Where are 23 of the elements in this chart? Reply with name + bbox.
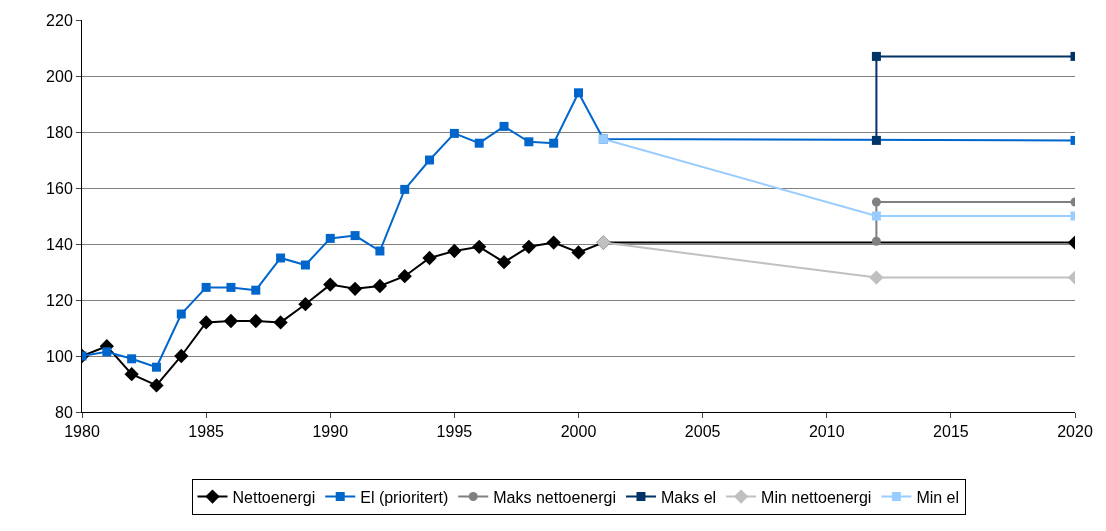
x-tick-label: 2020	[1057, 423, 1093, 441]
y-tick-label: 120	[46, 291, 73, 309]
x-tick-label: 1985	[188, 423, 225, 441]
y-tick-label: 200	[46, 67, 73, 85]
legend-label: Maks nettoenergi	[493, 488, 616, 506]
y-tick-label: 180	[46, 123, 73, 141]
x-tick-label: 1980	[64, 423, 100, 441]
y-tick-label: 220	[46, 11, 73, 29]
y-tick-label: 160	[46, 179, 73, 197]
legend-label: Nettoenergi	[232, 488, 316, 506]
x-tick-label: 1990	[312, 423, 349, 441]
legend-label: Min el	[916, 488, 960, 506]
y-tick-label: 140	[46, 235, 73, 253]
y-tick-label: 100	[46, 347, 73, 365]
legend-label: Maks el	[660, 488, 717, 506]
x-tick-label: 2010	[808, 423, 845, 441]
legend-label: El (prioritert)	[360, 488, 449, 506]
x-tick-label: 2000	[560, 423, 597, 441]
x-tick-label: 2005	[684, 423, 721, 441]
legend-label: Min nettoenergi	[761, 488, 872, 506]
x-tick-label: 2015	[933, 423, 969, 441]
x-tick-label: 1995	[436, 423, 473, 441]
y-tick-label: 80	[55, 403, 73, 421]
